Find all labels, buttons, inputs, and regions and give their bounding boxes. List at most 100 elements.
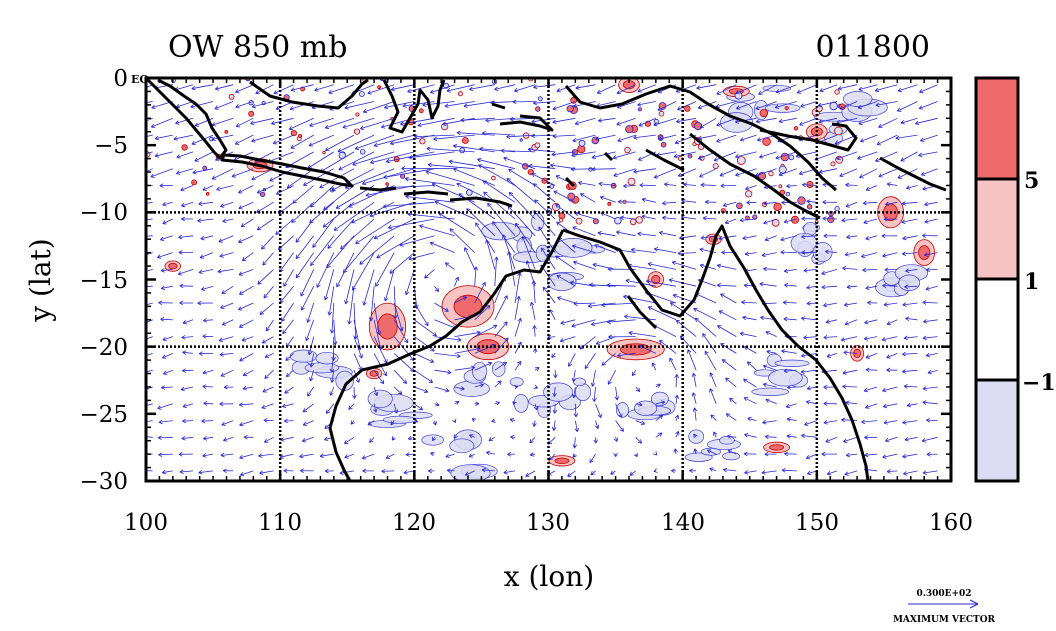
negative-ow-patch bbox=[509, 377, 524, 387]
x-tick-label: 100 bbox=[124, 510, 168, 536]
wind-vector bbox=[442, 117, 475, 126]
wind-vector bbox=[515, 222, 536, 253]
positive-ow-core bbox=[918, 245, 931, 261]
coastlines bbox=[146, 78, 947, 481]
wind-vector bbox=[875, 151, 898, 162]
wind-vector bbox=[658, 134, 677, 141]
wind-vector bbox=[373, 403, 378, 413]
wind-vector bbox=[739, 217, 757, 223]
wind-vector bbox=[825, 319, 838, 324]
wind-vector bbox=[720, 293, 737, 304]
wind-vector bbox=[158, 452, 173, 457]
colorbar-label: 1 bbox=[1024, 269, 1039, 295]
wind-vector bbox=[903, 384, 918, 389]
coast-lesser-sunda bbox=[359, 186, 513, 208]
ow-speckle bbox=[778, 184, 783, 189]
wind-vector bbox=[494, 84, 516, 91]
wind-vector bbox=[884, 267, 898, 273]
colorbar-segment bbox=[976, 179, 1018, 279]
wind-vector bbox=[214, 84, 234, 91]
wind-vector bbox=[858, 117, 878, 126]
wind-vector bbox=[885, 436, 898, 443]
wind-vector bbox=[882, 403, 898, 409]
wind-vector bbox=[432, 436, 437, 442]
wind-vector bbox=[329, 386, 335, 396]
ow-speckle bbox=[793, 126, 799, 131]
ow-speckle bbox=[558, 212, 566, 220]
wind-vector bbox=[160, 285, 173, 291]
negative-ow-patch bbox=[574, 383, 592, 401]
wind-vector bbox=[821, 284, 838, 290]
wind-vector bbox=[239, 420, 254, 427]
wind-vector bbox=[826, 470, 838, 476]
wind-vector bbox=[231, 168, 254, 178]
wind-vector bbox=[747, 416, 757, 422]
wind-vector bbox=[384, 101, 415, 110]
wind-vector bbox=[308, 134, 334, 147]
wind-vector bbox=[746, 200, 757, 205]
wind-vector bbox=[715, 101, 737, 109]
wind-vector bbox=[805, 400, 817, 405]
y-tick-label: −20 bbox=[79, 335, 128, 361]
wind-vector bbox=[633, 452, 638, 458]
wind-vector bbox=[381, 468, 395, 474]
wind-vector bbox=[426, 146, 475, 153]
wind-vector bbox=[190, 101, 214, 109]
ow-speckle bbox=[592, 218, 599, 225]
wind-vector bbox=[652, 451, 658, 456]
wind-vector bbox=[902, 235, 918, 241]
ow-speckle bbox=[558, 217, 564, 223]
wind-vector bbox=[434, 353, 461, 359]
wind-vector bbox=[796, 84, 817, 94]
ow-speckle bbox=[625, 125, 634, 134]
wind-vector bbox=[202, 334, 214, 339]
wind-vector bbox=[822, 199, 838, 205]
wind-vector bbox=[181, 368, 194, 373]
wind-vector bbox=[895, 134, 918, 141]
wind-vector bbox=[552, 133, 576, 139]
wind-vector bbox=[709, 467, 717, 472]
ow-speckle bbox=[829, 101, 838, 111]
wind-vector bbox=[592, 386, 597, 402]
wind-vector bbox=[454, 365, 476, 371]
wind-vector bbox=[616, 84, 636, 95]
wind-vector bbox=[693, 307, 717, 321]
negative-ow-patch bbox=[491, 361, 506, 377]
wind-vector bbox=[567, 470, 576, 477]
wind-vector bbox=[742, 315, 757, 321]
wind-vector bbox=[514, 360, 522, 371]
wind-vector bbox=[801, 234, 817, 239]
wind-vector bbox=[178, 452, 194, 457]
wind-vector bbox=[453, 167, 495, 186]
wind-vector bbox=[758, 84, 777, 95]
wind-vector bbox=[393, 286, 398, 319]
ow-speckle bbox=[322, 150, 326, 155]
wind-vector bbox=[512, 99, 536, 105]
wind-vector bbox=[289, 101, 314, 111]
wind-vector bbox=[158, 419, 173, 425]
wind-vector bbox=[882, 252, 898, 258]
wind-vector bbox=[881, 233, 898, 239]
wind-vector bbox=[613, 168, 636, 177]
ow-speckle bbox=[784, 106, 789, 111]
wind-vector bbox=[533, 84, 556, 90]
ow-speckle bbox=[549, 184, 555, 189]
wind-vector bbox=[179, 300, 194, 306]
wind-vector bbox=[146, 319, 153, 325]
wind-vector bbox=[202, 436, 214, 441]
wind-vector bbox=[202, 384, 214, 389]
ow-speckle bbox=[834, 89, 840, 95]
wind-vector bbox=[786, 434, 797, 439]
negative-ow-patch bbox=[688, 429, 705, 444]
ow-speckle bbox=[788, 154, 795, 161]
vector-legend: 0.300E+02 MAXIMUM VECTOR bbox=[893, 589, 996, 625]
vector-legend-arrowhead bbox=[969, 599, 979, 609]
wind-vector bbox=[181, 435, 194, 441]
wind-vector bbox=[901, 351, 918, 357]
wind-vector bbox=[718, 310, 737, 321]
negative-ow-patch bbox=[472, 361, 488, 381]
wind-vector bbox=[697, 134, 717, 141]
wind-vector bbox=[721, 359, 737, 371]
wind-vector bbox=[755, 101, 777, 110]
wind-vector bbox=[800, 316, 817, 321]
